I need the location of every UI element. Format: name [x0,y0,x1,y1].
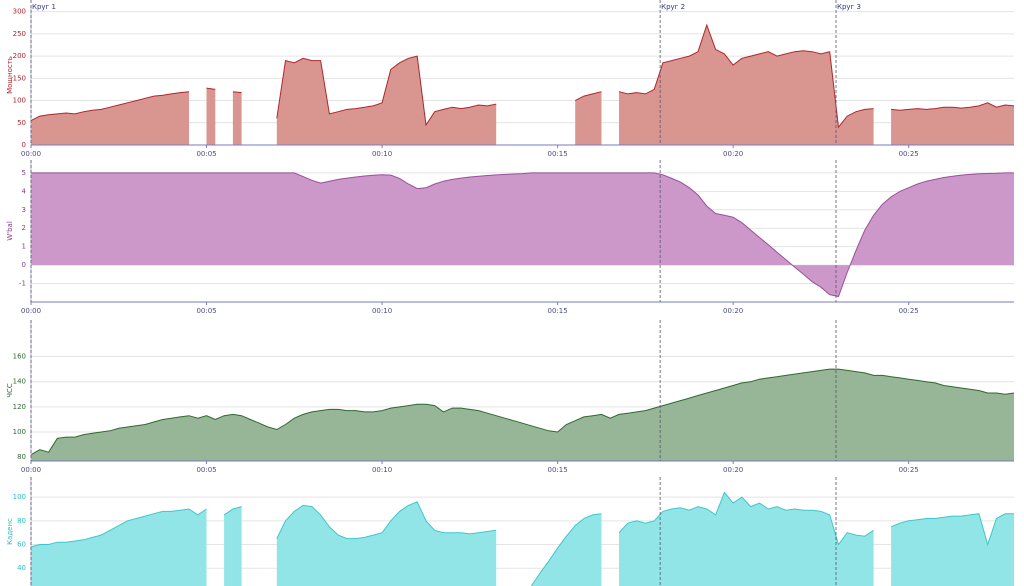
area [224,506,242,586]
y-tick-label: 0 [22,141,26,149]
line [30,368,1015,456]
x-tick-label: 00:20 [723,150,743,158]
line [891,102,1015,111]
line [30,508,207,548]
y-tick-label: 80 [17,517,26,525]
x-tick-label: 00:00 [21,307,41,315]
y-tick-label: 2 [22,224,26,232]
y-tick-label: 5 [22,169,26,177]
x-tick-label: 00:15 [548,466,568,474]
y-tick-label: 100 [13,97,26,105]
line [618,491,874,546]
area [891,513,1014,586]
area [31,91,189,145]
line [232,91,242,94]
x-tick-label: 00:10 [372,466,392,474]
y-axis-label: W'bal [6,221,14,241]
area [232,91,242,145]
x-tick-label: 00:10 [372,307,392,315]
area [31,369,1014,461]
x-tick-label: 00:15 [548,307,568,315]
area [206,88,216,145]
area [619,492,874,586]
y-tick-label: 60 [17,541,26,549]
area [31,172,1014,297]
x-tick-label: 00:00 [21,150,41,158]
y-tick-label: 250 [13,30,26,38]
y-axis-label: Мощность [6,56,14,94]
y-tick-label: 100 [13,493,26,501]
area [276,56,497,145]
area [276,501,497,586]
line [206,87,216,90]
line [530,513,602,586]
y-tick-label: 50 [17,119,26,127]
line [276,501,497,540]
x-tick-label: 00:15 [548,150,568,158]
y-axis-label: ЧСС [6,383,14,398]
y-tick-label: 200 [13,52,26,60]
y-tick-label: 300 [13,8,26,16]
y-tick-label: 100 [13,428,26,436]
x-tick-label: 00:05 [196,307,216,315]
x-tick-label: 00:25 [899,150,919,158]
line [618,23,874,129]
line [31,172,1014,298]
y-tick-label: 120 [13,403,26,411]
x-tick-label: 00:20 [723,307,743,315]
y-tick-label: 1 [22,243,26,251]
line [276,55,497,127]
x-tick-label: 00:20 [723,466,743,474]
line [890,513,1014,547]
y-tick-label: 40 [17,564,26,572]
lap-label: Круг 3 [837,3,861,11]
x-tick-label: 00:00 [21,466,41,474]
x-tick-label: 00:25 [899,307,919,315]
line [30,91,190,122]
area [31,509,207,586]
y-tick-label: 80 [17,453,26,461]
area [575,91,602,145]
area [531,513,602,586]
y-tick-label: 160 [13,353,26,361]
y-tick-label: 4 [22,187,27,195]
x-tick-label: 00:10 [372,150,392,158]
line [574,91,602,102]
y-tick-label: 140 [13,378,26,386]
y-axis-label: Каденс [6,518,14,545]
y-tick-label: -1 [19,280,26,288]
x-tick-label: 00:25 [899,466,919,474]
lap-label: Круг 1 [32,3,56,11]
area [619,25,874,145]
x-tick-label: 00:05 [196,466,216,474]
y-tick-label: 3 [22,206,26,214]
line [223,506,242,516]
y-tick-label: 0 [22,261,26,269]
x-tick-label: 00:05 [196,150,216,158]
lap-label: Круг 2 [661,3,685,11]
y-tick-label: 150 [13,74,26,82]
area [891,102,1014,145]
